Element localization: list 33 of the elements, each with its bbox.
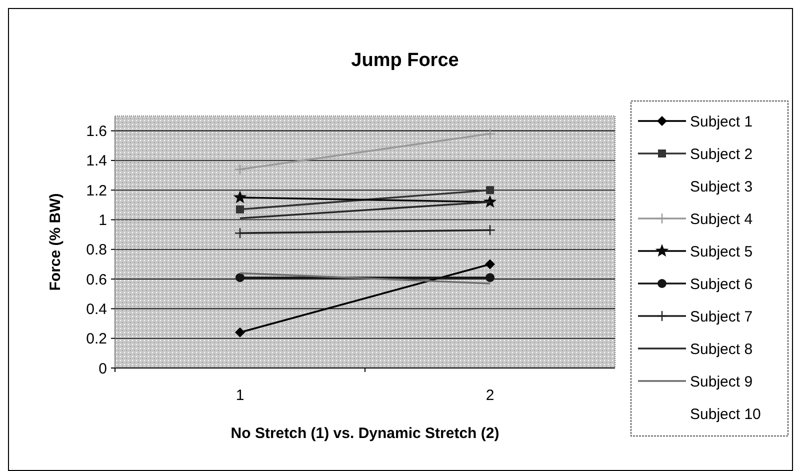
legend-label: Subject 7 bbox=[690, 308, 753, 326]
point bbox=[486, 273, 494, 282]
x-axis-title: No Stretch (1) vs. Dynamic Stretch (2) bbox=[230, 425, 500, 442]
point bbox=[236, 205, 244, 214]
y-axis-title: Force (% BW) bbox=[47, 193, 64, 291]
legend-label: Subject 4 bbox=[690, 210, 753, 228]
y-tick-label: 0.4 bbox=[86, 300, 107, 318]
legend-label: Subject 8 bbox=[690, 340, 753, 358]
y-tick-label: 1.4 bbox=[86, 152, 107, 170]
legend-label: Subject 9 bbox=[690, 373, 753, 390]
y-tick-label: 0.8 bbox=[86, 242, 107, 259]
x-tick-label: 2 bbox=[486, 387, 494, 404]
point bbox=[236, 273, 244, 282]
legend-label: Subject 1 bbox=[690, 113, 753, 130]
point bbox=[234, 164, 246, 175]
legend-label: Subject 5 bbox=[690, 243, 753, 260]
y-tick-label: 0 bbox=[98, 360, 107, 378]
point bbox=[485, 259, 495, 270]
y-tick-label: 1.6 bbox=[86, 123, 107, 140]
point bbox=[484, 128, 496, 140]
text: Subject 10 bbox=[690, 406, 761, 423]
chart-title: Jump Force bbox=[351, 50, 459, 71]
point bbox=[233, 190, 247, 204]
y-tick-label: 1 bbox=[98, 212, 107, 230]
point bbox=[486, 186, 494, 194]
text: Subject 3 bbox=[690, 178, 753, 196]
y-tick-label: 0.2 bbox=[86, 330, 107, 348]
legend-label: Subject 6 bbox=[690, 276, 753, 293]
point bbox=[235, 327, 245, 338]
point bbox=[234, 228, 246, 239]
y-tick-label: 0.6 bbox=[86, 271, 107, 288]
legend-label: Subject 2 bbox=[690, 146, 753, 163]
y-tick-label: 1.2 bbox=[86, 182, 107, 200]
